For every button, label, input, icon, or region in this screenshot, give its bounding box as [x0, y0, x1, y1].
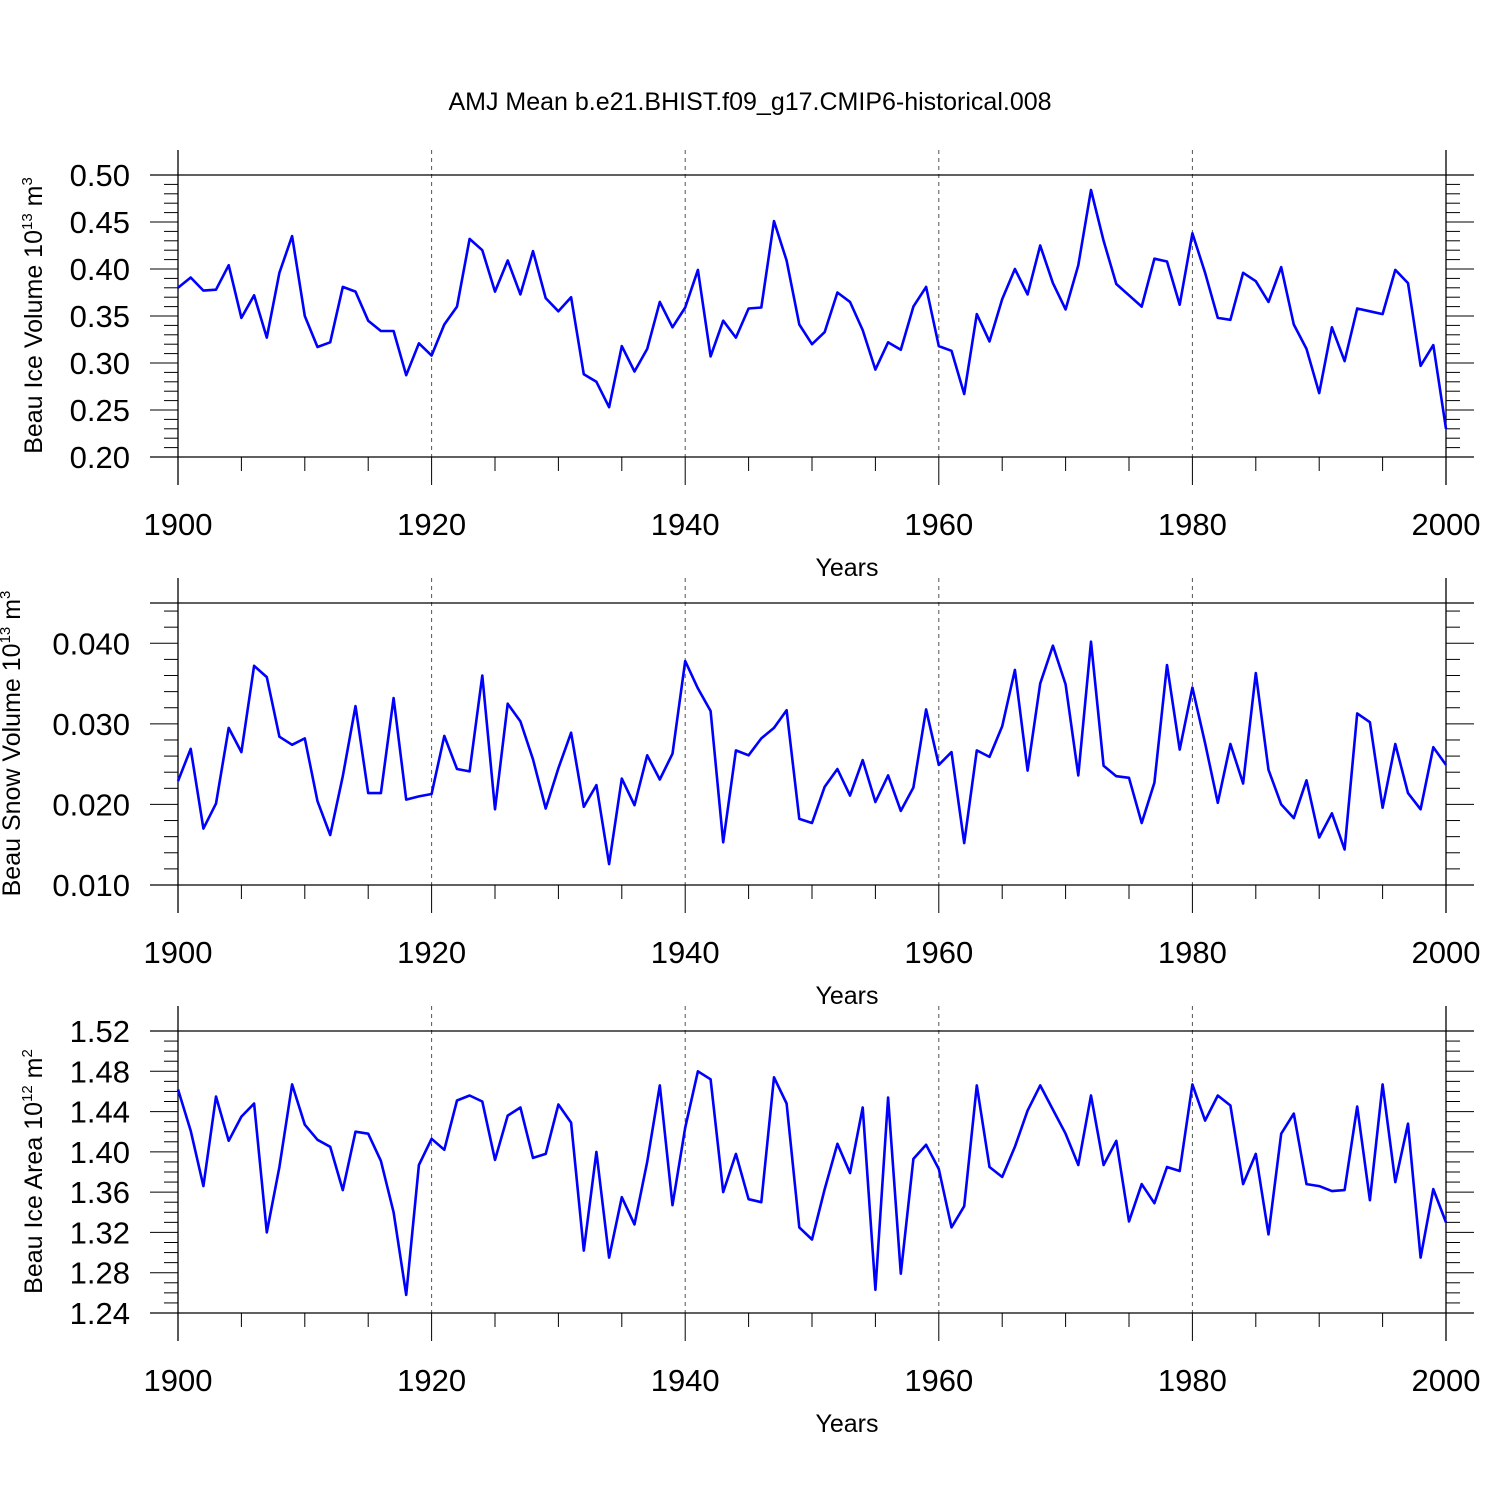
x-tick-label: 1920 — [397, 935, 466, 970]
x-tick-label: 1920 — [397, 1363, 466, 1398]
x-tick-label: 2000 — [1412, 1363, 1481, 1398]
y-tick-label: 0.030 — [52, 707, 130, 742]
x-tick-label: 2000 — [1412, 507, 1481, 542]
x-tick-label: 1980 — [1158, 1363, 1227, 1398]
x-tick-label: 1920 — [397, 507, 466, 542]
y-tick-label: 0.50 — [70, 158, 130, 193]
panel-snow-volume: 1900 1920 1940 1960 1980 2000 0.010 0.020 0.030 0… — [0, 578, 1480, 1010]
y-tick-label: 1.36 — [70, 1175, 130, 1210]
y-tick-label: 0.010 — [52, 868, 130, 903]
y-tick-label: 1.28 — [70, 1256, 130, 1291]
x-tick-label: 1940 — [651, 1363, 720, 1398]
x-tick-label: 1980 — [1158, 507, 1227, 542]
y-tick-label: 0.45 — [70, 205, 130, 240]
chart-title: AMJ Mean b.e21.BHIST.f09_g17.CMIP6-histo… — [448, 88, 1051, 116]
y-tick-label: 0.35 — [70, 299, 130, 334]
x-tick-label: 1900 — [144, 507, 213, 542]
y-tick-label: 1.40 — [70, 1135, 130, 1170]
panel-ice-area: 1900 1920 1940 1960 1980 2000 1.24 1.28 1.32 1.36… — [19, 1006, 1480, 1438]
x-tick-label: 1900 — [144, 1363, 213, 1398]
y-tick-label: 0.020 — [52, 787, 130, 822]
y-tick-label: 0.040 — [52, 626, 130, 661]
x-tick-label: 1960 — [904, 1363, 973, 1398]
series-line — [177, 188, 1448, 429]
y-tick-label: 0.25 — [70, 393, 130, 428]
y-tick-label: 0.30 — [70, 346, 130, 381]
y-axis-label: Beau Ice Volume 1013 m3 — [19, 177, 48, 454]
x-axis-label: Years — [815, 554, 878, 582]
x-tick-label: 1900 — [144, 935, 213, 970]
x-axis-label: Years — [815, 982, 878, 1010]
x-tick-label: 1980 — [1158, 935, 1227, 970]
y-tick-label: 0.20 — [70, 440, 130, 475]
y-tick-label: 1.44 — [70, 1095, 130, 1130]
series-line — [176, 1070, 1448, 1297]
y-tick-label: 1.32 — [70, 1215, 130, 1250]
x-tick-label: 1940 — [651, 507, 720, 542]
y-tick-label: 0.40 — [70, 252, 130, 287]
x-axis-label: Years — [815, 1410, 878, 1438]
x-tick-label: 2000 — [1412, 935, 1481, 970]
y-axis-label: Beau Snow Volume 1013 m3 — [0, 591, 26, 897]
y-tick-label: 1.48 — [70, 1054, 130, 1089]
y-tick-label: 1.52 — [70, 1014, 130, 1049]
y-axis-label: Beau Ice Area 1012 m2 — [19, 1049, 48, 1294]
series-line — [176, 640, 1448, 866]
y-tick-label: 1.24 — [70, 1296, 130, 1331]
x-tick-label: 1940 — [651, 935, 720, 970]
x-tick-label: 1960 — [904, 935, 973, 970]
panel-ice-volume: 1900 1920 1940 1960 1980 2000 0.20 0.25 0.30 0.35… — [19, 150, 1480, 582]
x-tick-label: 1960 — [904, 507, 973, 542]
